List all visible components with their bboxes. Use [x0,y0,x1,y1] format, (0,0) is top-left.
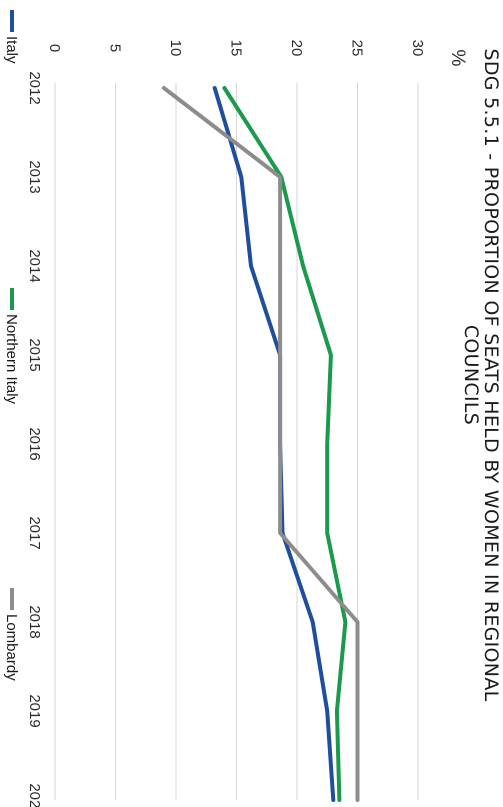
legend-label-lombardy: Lombardy [3,614,20,681]
y-tick-label-10: 10 [167,40,184,57]
y-tick-label-0: 0 [46,44,63,52]
x-axis-ticks: 2012 2013 2014 2015 2016 2017 2018 2019 2020 [26,71,43,807]
legend-item-northern-italy: Northern Italy [3,288,20,405]
y-tick-label-5: 5 [107,44,124,52]
y-axis-unit-label: % [447,50,468,67]
x-tick-label-2016: 2016 [26,427,43,460]
x-tick-label-2020: 2020 [26,783,43,807]
chart-title: SDG 5.5.1 - PROPORTION OF SEATS HELD BY … [460,48,502,701]
y-tick-label-20: 20 [288,40,305,57]
y-tick-label-30: 30 [409,40,426,57]
legend-label-northern-italy: Northern Italy [3,314,20,405]
x-tick-label-2017: 2017 [26,516,43,549]
series-line-italy [212,86,336,802]
chart-title-line-1: SDG 5.5.1 - PROPORTION OF SEATS HELD BY … [480,48,502,701]
y-axis-ticks: 0 5 10 15 20 25 30 [46,40,426,57]
legend: Italy Northern Italy Lombardy [3,10,20,681]
gridlines [54,83,419,800]
x-tick-label-2018: 2018 [26,605,43,638]
legend-item-lombardy: Lombardy [3,588,20,681]
x-tick-label-2019: 2019 [26,694,43,727]
x-tick-label-2013: 2013 [26,160,43,193]
x-tick-label-2012: 2012 [26,71,43,104]
legend-item-italy: Italy [3,10,20,64]
series-lines [161,86,360,802]
y-tick-label-15: 15 [228,40,245,57]
x-tick-label-2014: 2014 [26,249,43,282]
y-tick-label-25: 25 [349,40,366,57]
legend-label-italy: Italy [3,36,20,64]
x-tick-label-2015: 2015 [26,338,43,371]
chart-title-line-2: COUNCILS [460,325,482,425]
